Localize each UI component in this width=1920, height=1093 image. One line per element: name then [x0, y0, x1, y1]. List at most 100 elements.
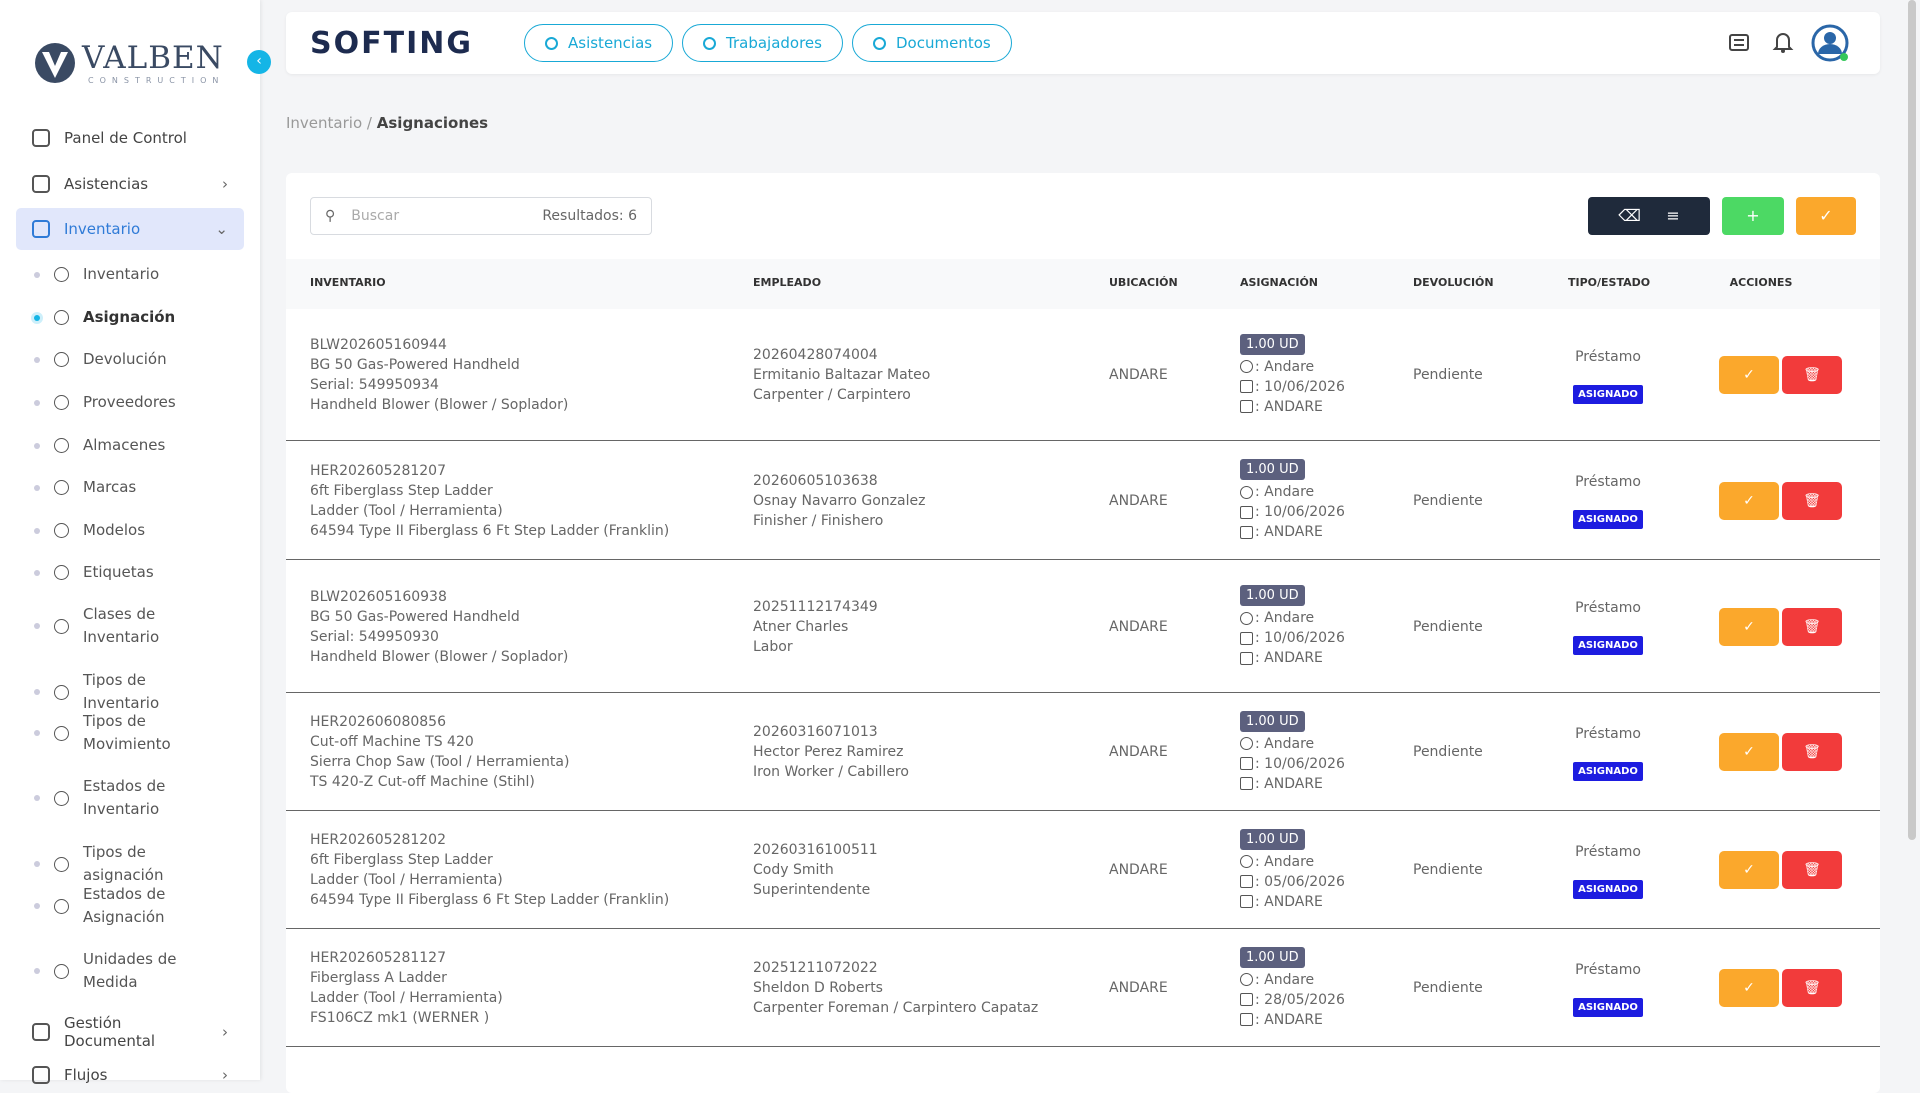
- submenu-item[interactable]: Devolución: [34, 348, 244, 371]
- employee-line: Atner Charles: [753, 618, 849, 635]
- menu-item[interactable]: Inventario ⌄: [16, 208, 244, 250]
- inventory-line: Serial: 549950930: [310, 628, 439, 645]
- employee-line: 20260428074004: [753, 347, 878, 363]
- inventory-line: 6ft Fiberglass Step Ladder: [310, 482, 493, 499]
- submenu-item[interactable]: Tipos de asignación: [34, 841, 244, 887]
- menu-item[interactable]: Gestión Documental ›: [16, 1014, 244, 1050]
- brand: SOFTING: [310, 26, 473, 61]
- submenu-icon: [54, 963, 69, 979]
- assignment-destino: : ANDARE: [1240, 648, 1323, 668]
- delete-button[interactable]: 🗑: [1782, 969, 1842, 1007]
- bullet: [34, 271, 40, 278]
- submenu-item[interactable]: Modelos: [34, 519, 244, 542]
- assignment-icon: [1240, 993, 1253, 1006]
- assignment-cell: 1.00 UD: Andare: 10/06/2026: ANDARE: [1240, 693, 1345, 811]
- assignment-text: : Andare: [1255, 484, 1315, 500]
- menu-item[interactable]: Flujos ›: [16, 1063, 244, 1087]
- submenu-item[interactable]: Proveedores: [34, 391, 244, 414]
- employee-line: 20260605103638: [753, 472, 878, 489]
- delete-button[interactable]: 🗑: [1782, 356, 1842, 394]
- location: ANDARE: [1109, 618, 1168, 635]
- submenu-item[interactable]: Estados de Inventario: [34, 775, 244, 821]
- nav-label: Trabajadores: [726, 34, 822, 52]
- delete-button[interactable]: 🗑: [1782, 733, 1842, 771]
- menu-label: Panel de Control: [64, 129, 187, 147]
- add-button[interactable]: +: [1722, 197, 1784, 235]
- submenu-icon: [54, 480, 69, 495]
- approve-button[interactable]: ✓: [1719, 481, 1779, 520]
- submenu-label: Estados de Asignación: [83, 885, 166, 926]
- quantity-badge: 1.00 UD: [1240, 585, 1305, 606]
- approve-button[interactable]: ✓: [1719, 733, 1779, 771]
- assignment-icon: [1240, 777, 1253, 790]
- column-header: ACCIONES: [1729, 276, 1793, 289]
- menu-icon: [32, 1066, 50, 1084]
- menu-item[interactable]: Asistencias ›: [16, 172, 244, 196]
- assignment-fecha: : 10/06/2026: [1240, 628, 1345, 648]
- avatar[interactable]: [1810, 23, 1850, 63]
- menu-icon: [32, 129, 50, 147]
- logo-subtext: CONSTRUCTION: [88, 76, 225, 85]
- submenu-item[interactable]: Marcas: [34, 476, 244, 499]
- inventory-cell: BLW202605160944 BG 50 Gas-Powered Handhel…: [310, 309, 568, 441]
- employee-line: Labor: [753, 638, 793, 655]
- approve-button[interactable]: ✓: [1719, 356, 1779, 394]
- submenu-item[interactable]: Tipos de Movimiento: [34, 710, 244, 756]
- submenu-item[interactable]: Almacenes: [34, 434, 244, 457]
- submenu-icon: [54, 790, 69, 806]
- assignment-icon: [1240, 611, 1253, 625]
- submenu-item[interactable]: Estados de Asignación: [34, 883, 244, 929]
- search-icon: [873, 36, 886, 50]
- collapse-button[interactable]: ‹: [247, 50, 271, 74]
- scrollbar[interactable]: [1908, 0, 1916, 840]
- employee-cell: 20251211072022 Sheldon D Roberts Carpenter…: [753, 929, 1038, 1047]
- submenu-icon: [54, 725, 69, 741]
- table-row: BLW202605160944 BG 50 Gas-Powered Handhel…: [286, 309, 1880, 441]
- submenu-item[interactable]: Inventario: [34, 263, 244, 286]
- menu-item[interactable]: Panel de Control: [16, 126, 244, 150]
- nav-button[interactable]: Documentos: [852, 24, 1012, 62]
- column-header: TIPO/ESTADO: [1568, 276, 1651, 289]
- quantity-badge: 1.00 UD: [1240, 333, 1305, 355]
- inventory-line: FS106CZ mk1 (WERNER ): [310, 1010, 490, 1026]
- submenu-item[interactable]: Asignación: [34, 306, 244, 329]
- bullet: [34, 623, 40, 629]
- breadcrumb-separator: /: [366, 114, 372, 132]
- inventory-cell: HER202605281207 6ft Fiberglass Step Ladde…: [310, 441, 669, 560]
- nav-button[interactable]: Trabajadores: [682, 24, 843, 62]
- submenu-item[interactable]: Clases de Inventario: [34, 603, 244, 649]
- assignment-text: : 10/06/2026: [1255, 504, 1345, 520]
- approve-button[interactable]: ✓: [1719, 607, 1779, 646]
- quantity-badge: 1.00 UD: [1240, 946, 1305, 968]
- assignment-icon: [1240, 360, 1253, 373]
- submenu-item[interactable]: Tipos de Inventario: [34, 669, 244, 715]
- assignment-destino: : ANDARE: [1240, 774, 1323, 794]
- approve-button[interactable]: ✓: [1719, 969, 1779, 1007]
- search-box[interactable]: ⚲ Buscar Resultados: 6: [310, 197, 652, 235]
- bullet: [34, 861, 40, 867]
- breadcrumb-parent[interactable]: Inventario: [286, 114, 363, 132]
- delete-button[interactable]: 🗑: [1782, 481, 1842, 520]
- inventory-line: HER202605281127: [310, 950, 446, 966]
- inventory-line: HER202605281202: [310, 832, 446, 848]
- return-status: Pendiente: [1413, 980, 1483, 996]
- submenu-label: Tipos de Movimiento: [83, 712, 171, 753]
- notification-icon[interactable]: [1772, 30, 1794, 54]
- submenu-label: Etiquetas: [83, 563, 154, 581]
- delete-button[interactable]: 🗑: [1782, 607, 1842, 646]
- assignment-icon: [1240, 1013, 1253, 1026]
- assignment-responsable: : Andare: [1240, 734, 1314, 754]
- clear-filter-button[interactable]: ⌫ ≡: [1588, 197, 1710, 235]
- delete-button[interactable]: 🗑: [1782, 851, 1842, 889]
- submenu-item[interactable]: Unidades de Medida: [34, 948, 244, 994]
- assignment-icon: [1240, 737, 1253, 750]
- submenu-label: Devolución: [83, 350, 167, 368]
- confirm-button[interactable]: ✓: [1796, 197, 1856, 235]
- nav-button[interactable]: Asistencias: [524, 24, 674, 62]
- approve-button[interactable]: ✓: [1719, 851, 1779, 889]
- submenu-item[interactable]: Etiquetas: [34, 561, 244, 584]
- news-icon[interactable]: [1728, 32, 1750, 54]
- submenu-label: Estados de Inventario: [83, 777, 166, 818]
- assignment-fecha: : 28/05/2026: [1240, 990, 1345, 1010]
